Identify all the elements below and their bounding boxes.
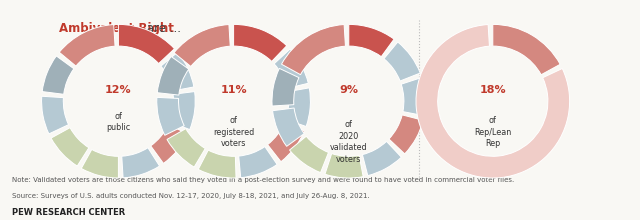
- Wedge shape: [122, 148, 159, 178]
- Wedge shape: [157, 97, 184, 135]
- Text: are ...: are ...: [143, 22, 180, 35]
- Wedge shape: [289, 136, 328, 173]
- Wedge shape: [493, 24, 560, 75]
- Wedge shape: [273, 108, 304, 146]
- Wedge shape: [234, 24, 287, 61]
- Wedge shape: [42, 96, 68, 134]
- Wedge shape: [170, 92, 195, 130]
- Wedge shape: [239, 147, 277, 178]
- Wedge shape: [349, 24, 394, 57]
- Wedge shape: [161, 52, 194, 91]
- Wedge shape: [198, 150, 236, 178]
- Text: of
2020
validated
voters: of 2020 validated voters: [330, 120, 367, 164]
- Text: of
registered
voters: of registered voters: [213, 116, 254, 148]
- Text: of
public: of public: [106, 112, 131, 132]
- Wedge shape: [416, 25, 570, 178]
- Wedge shape: [285, 88, 310, 126]
- Wedge shape: [401, 77, 426, 116]
- Text: of
Rep/Lean
Rep: of Rep/Lean Rep: [474, 116, 511, 148]
- Text: 9%: 9%: [339, 85, 358, 95]
- Text: 12%: 12%: [105, 85, 132, 95]
- Wedge shape: [268, 123, 305, 162]
- Wedge shape: [150, 125, 188, 163]
- Wedge shape: [384, 42, 420, 81]
- Wedge shape: [362, 141, 401, 176]
- Wedge shape: [389, 115, 423, 154]
- Text: Note: Validated voters are those citizens who said they voted in a post-election: Note: Validated voters are those citizen…: [12, 177, 514, 183]
- Wedge shape: [81, 149, 118, 178]
- Text: PEW RESEARCH CENTER: PEW RESEARCH CENTER: [12, 208, 125, 217]
- Wedge shape: [167, 129, 205, 167]
- Text: 11%: 11%: [220, 85, 247, 95]
- Text: Source: Surveys of U.S. adults conducted Nov. 12-17, 2020, July 8-18, 2021, and : Source: Surveys of U.S. adults conducted…: [12, 192, 369, 198]
- Text: Ambivalent Right: Ambivalent Right: [59, 22, 173, 35]
- Wedge shape: [51, 128, 89, 166]
- Wedge shape: [174, 25, 230, 66]
- Wedge shape: [157, 57, 189, 95]
- Wedge shape: [60, 25, 115, 66]
- Wedge shape: [274, 49, 308, 88]
- Text: 18%: 18%: [479, 85, 506, 95]
- Wedge shape: [272, 68, 299, 106]
- Wedge shape: [118, 24, 175, 64]
- Wedge shape: [42, 56, 74, 94]
- Wedge shape: [282, 25, 346, 75]
- Wedge shape: [325, 154, 363, 178]
